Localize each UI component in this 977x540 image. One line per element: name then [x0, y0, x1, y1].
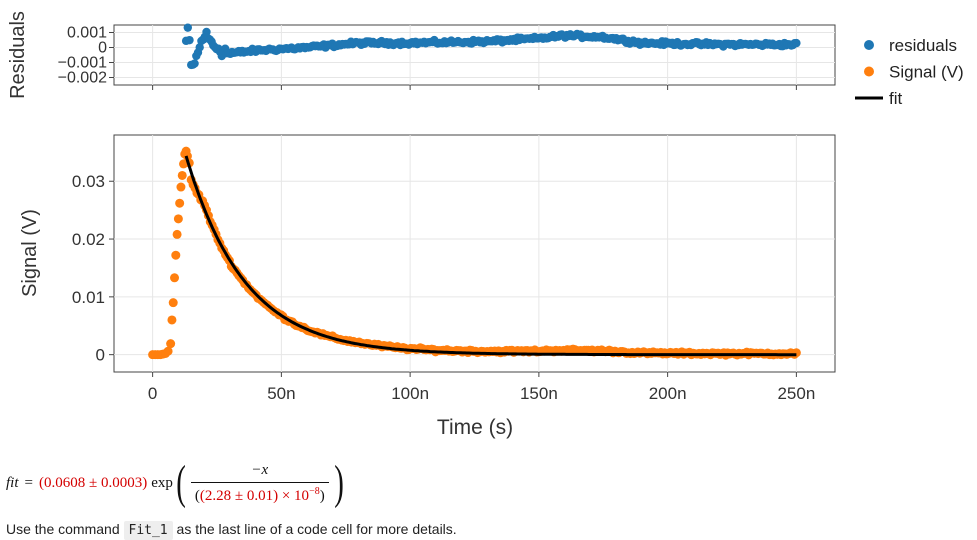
- footnote: Use the command Fit_1 as the last line o…: [6, 521, 457, 540]
- formula-tau: (2.28 ± 0.01) × 10: [199, 487, 310, 504]
- formula-exp: exp: [151, 474, 173, 491]
- legend-label: Signal (V): [889, 63, 964, 82]
- residual-point: [183, 23, 192, 32]
- signal-y-tick-label: 0.02: [72, 230, 105, 249]
- residuals-y-axis-label: Residuals: [7, 11, 29, 99]
- signal-point: [163, 346, 173, 356]
- x-tick-label: 200n: [649, 384, 687, 403]
- formula-left-paren: (: [176, 456, 186, 509]
- signal-y-tick-label: 0.01: [72, 288, 105, 307]
- legend-marker-signal: [864, 66, 874, 77]
- legend-label: fit: [889, 89, 903, 108]
- residuals-series: [181, 23, 801, 70]
- residual-point: [190, 59, 199, 68]
- footnote-before: Use the command: [6, 521, 120, 537]
- residual-point: [195, 43, 204, 52]
- signal-point: [175, 198, 185, 208]
- signal-point: [177, 170, 187, 180]
- signal-y-axis-label: Signal (V): [19, 209, 41, 297]
- formula-right-paren: ): [333, 456, 344, 509]
- formula-fraction: −x ((2.28 ± 0.01) × 10−8): [190, 461, 329, 505]
- signal-point: [176, 182, 186, 192]
- x-axis-label: Time (s): [437, 416, 513, 439]
- formula-tau-exponent: −8: [309, 485, 320, 497]
- residuals-x-tick-marks: [152, 85, 797, 90]
- signal-panel: 0 0.01 0.02 0.03 0 50n 100n 150n 200n 250n Signa…: [19, 134, 836, 439]
- formula-lhs: fit: [6, 474, 19, 491]
- formula-numerator: −x: [251, 461, 269, 478]
- signal-x-ticks: 0 50n 100n 150n 200n 250n: [148, 372, 815, 403]
- residual-point: [202, 27, 211, 37]
- fit-formula: fit = (0.0608 ± 0.0003) exp ( −x ((2.28 …: [6, 458, 347, 508]
- fit-series: [184, 155, 797, 357]
- formula-denominator: ((2.28 ± 0.01) × 10−8): [190, 481, 329, 505]
- signal-point: [173, 214, 183, 224]
- x-tick-label: 150n: [520, 384, 558, 403]
- signal-point: [171, 250, 181, 260]
- x-tick-label: 100n: [391, 384, 429, 403]
- legend[interactable]: residuals Signal (V) fit: [855, 36, 964, 108]
- signal-y-tick-label: 0.03: [72, 172, 105, 191]
- footnote-after: as the last line of a code cell for more…: [176, 521, 457, 537]
- formula-amplitude: (0.0608 ± 0.0003): [38, 474, 148, 491]
- residual-point: [792, 38, 801, 48]
- residual-point: [185, 35, 194, 45]
- fit-command[interactable]: Fit_1: [123, 521, 173, 540]
- legend-marker-residuals: [864, 40, 874, 50]
- residuals-y-tick-label: 0: [98, 40, 107, 57]
- signal-point: [168, 298, 178, 308]
- signal-point: [172, 229, 182, 239]
- x-tick-label: 250n: [777, 384, 815, 403]
- residuals-y-tick-label: −0.001: [58, 55, 107, 72]
- residuals-y-tick-label: 0.001: [67, 25, 107, 42]
- legend-label: residuals: [889, 36, 957, 55]
- x-tick-label: 50n: [267, 384, 295, 403]
- fit-line: [184, 155, 797, 357]
- signal-y-tick-label: 0: [96, 346, 105, 365]
- signal-point: [166, 339, 176, 349]
- signal-plot-frame: [113, 134, 836, 373]
- residuals-y-tick-label: −0.002: [58, 70, 107, 87]
- formula-equals: =: [24, 474, 33, 491]
- signal-point: [167, 315, 177, 325]
- signal-point: [170, 273, 180, 283]
- x-tick-label: 0: [148, 384, 157, 403]
- signal-y-ticks: 0 0.01 0.02 0.03: [72, 172, 114, 365]
